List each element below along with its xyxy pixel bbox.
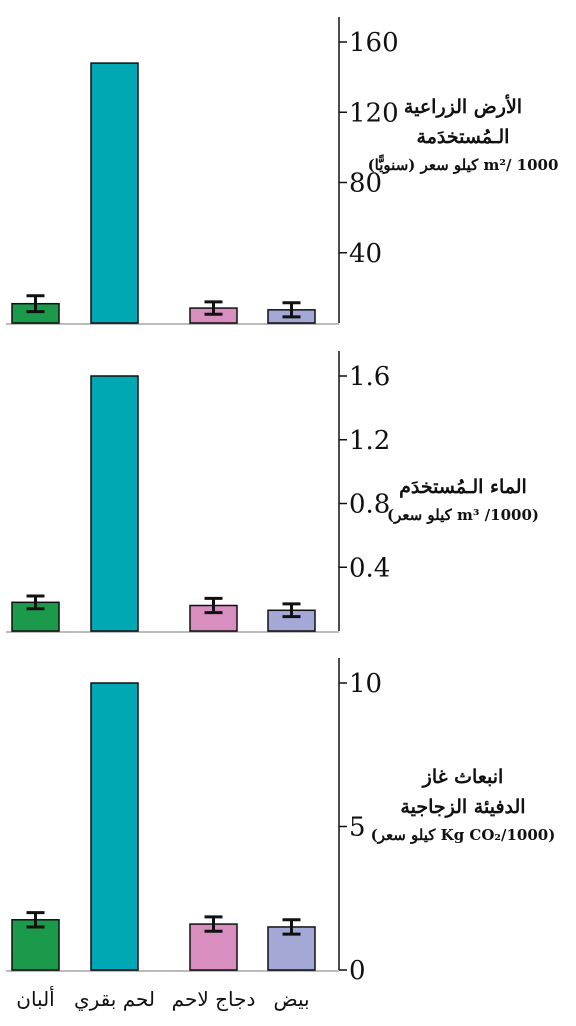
category-label-1: ألبان — [16, 986, 54, 1011]
panel-1-tick-label: 80 — [349, 169, 382, 199]
panel-1-bar-2 — [90, 62, 139, 324]
panel-2-tick-label: 1.2 — [349, 426, 390, 456]
category-label-4: بيض — [273, 987, 309, 1011]
panel-1-tick-label: 160 — [349, 28, 399, 58]
panel-3-tick-label: 10 — [349, 669, 382, 699]
panel-3-ylabel: انبعاث غاز الدفيئة الزجاجية (1000/Kg CO₂… — [358, 762, 568, 848]
panel-2-bar-2 — [90, 375, 139, 632]
panel-1-ylabel-line-2: الـمُستخدَمة — [416, 126, 510, 148]
category-label-2: لحم بقري — [74, 987, 155, 1012]
panel-3-tick-label: 0 — [349, 956, 366, 986]
panel-3-tick-label: 5 — [349, 813, 366, 843]
panel-3-ylabel-line-2: الدفيئة الزجاجية — [400, 796, 526, 818]
panel-1-tick-label: 40 — [349, 239, 382, 269]
panel-2-ylabel-line-2: (1000/ m³ كيلو سعر) — [386, 506, 540, 524]
panel-2-tick-label: 1.6 — [349, 362, 390, 392]
panel-3-ylabel-line-3: (1000/Kg CO₂ كيلو سعر) — [370, 826, 556, 844]
panel-1-ylabel-line-3: 1000 /m² كيلو سعر (سنويًّا) — [367, 156, 559, 174]
panel-2-ylabel: الماء الـمُستخدَم (1000/ m³ كيلو سعر) — [358, 472, 568, 528]
panel-2-ylabel-line-1: الماء الـمُستخدَم — [399, 476, 527, 498]
panel-3-ylabel-line-1: انبعاث غاز — [422, 766, 504, 788]
panel-1-ylabel: الأرض الزراعية الـمُستخدَمة 1000 /m² كيل… — [358, 92, 568, 178]
panel-1-ylabel-line-1: الأرض الزراعية — [403, 96, 523, 118]
panel-2-tick-label: 0.8 — [349, 490, 390, 520]
panel-3-bar-2 — [90, 682, 139, 971]
category-label-3: دجاج لاحم — [172, 987, 256, 1011]
panel-1-tick-label: 120 — [349, 98, 399, 128]
panel-2-tick-label: 0.4 — [349, 553, 390, 583]
